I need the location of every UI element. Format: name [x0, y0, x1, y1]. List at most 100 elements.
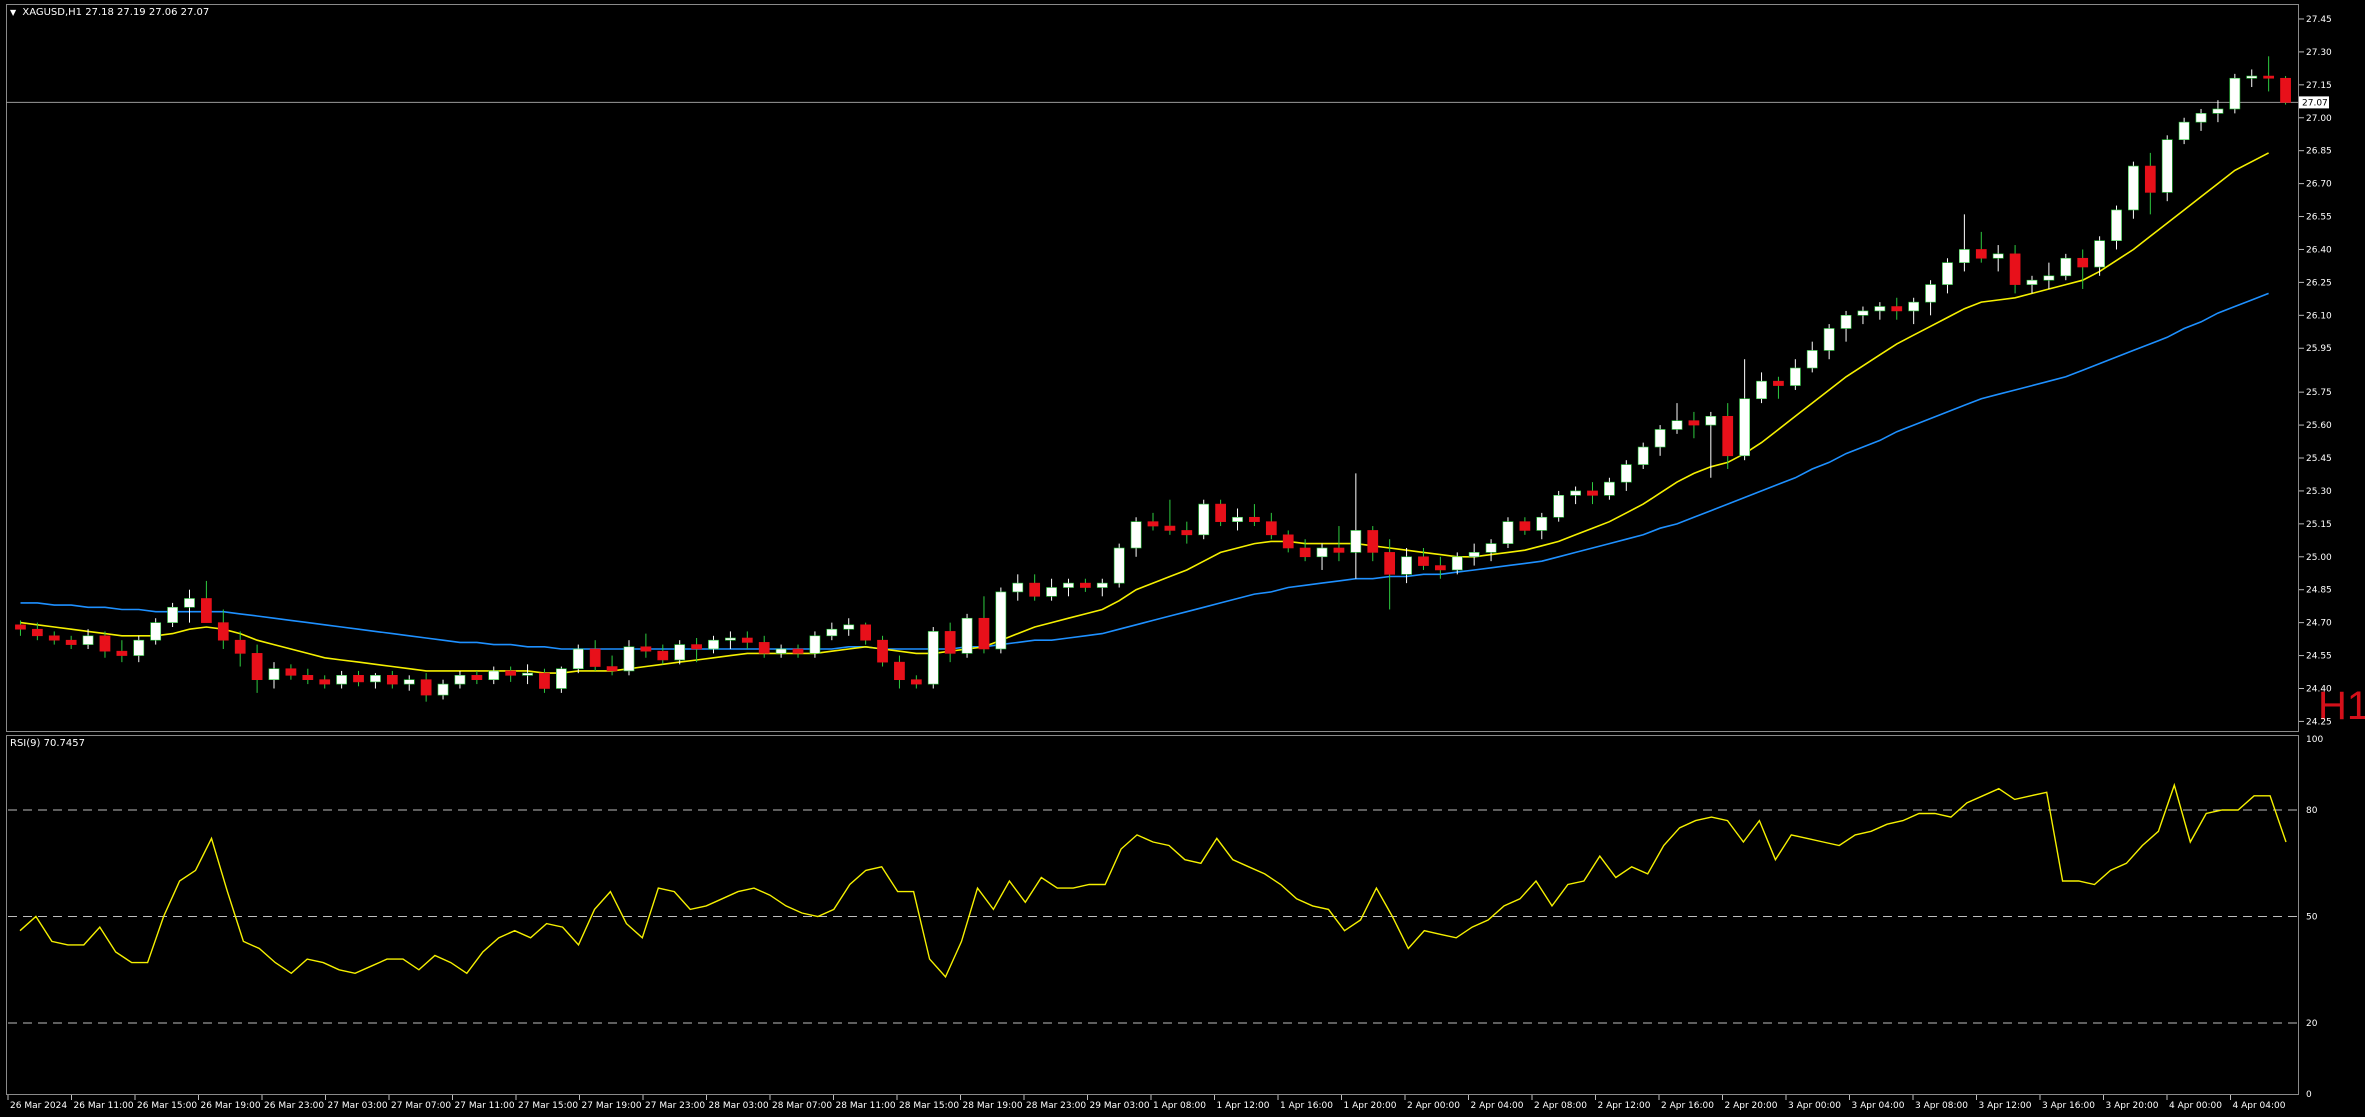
candle-body: [505, 670, 517, 676]
price-axis-label: 24.85: [2306, 586, 2332, 596]
price-axis-label: 26.10: [2306, 311, 2332, 321]
price-axis-label: 25.30: [2306, 487, 2332, 497]
candle-body: [1519, 521, 1531, 531]
candle-body: [1502, 521, 1514, 544]
candle: [1975, 231, 1987, 263]
candle: [606, 655, 618, 676]
candle: [1063, 578, 1074, 597]
candle-body: [1063, 582, 1074, 588]
price-axis-label: 27.30: [2306, 48, 2332, 58]
candle: [2060, 253, 2072, 281]
candle-body: [708, 639, 719, 650]
candle: [1908, 297, 1920, 325]
candle: [1857, 306, 1869, 325]
candle-body: [1265, 521, 1277, 536]
candle-body: [1434, 565, 1446, 571]
time-axis-label: 28 Mar 19:00: [963, 1101, 1023, 1111]
candle-body: [1756, 380, 1767, 400]
candle: [1654, 425, 1666, 456]
candle-body: [133, 639, 145, 656]
candle: [1637, 442, 1649, 469]
candle-body: [640, 646, 652, 652]
candle-body: [1722, 415, 1734, 457]
candle: [1891, 297, 1903, 320]
price-axis-label: 24.70: [2306, 619, 2332, 629]
candle: [1485, 539, 1497, 562]
candle-body: [386, 675, 398, 685]
candle-body: [1857, 310, 1869, 316]
candle: [674, 640, 686, 665]
candle: [82, 629, 94, 649]
candle-body: [944, 631, 956, 654]
candle-body: [1874, 306, 1886, 312]
candle-body: [1367, 530, 1379, 553]
candle: [623, 640, 635, 676]
candle-body: [961, 617, 973, 654]
candle: [1333, 526, 1345, 562]
candle-body: [1925, 284, 1936, 303]
candle: [1806, 341, 1818, 373]
candle: [1739, 359, 1751, 461]
candle-body: [2009, 253, 2021, 285]
candle-body: [2195, 113, 2207, 123]
candle: [285, 664, 297, 680]
candle: [1519, 517, 1531, 535]
candle-body: [1942, 262, 1953, 285]
candle-body: [1096, 582, 1108, 588]
candle: [775, 644, 787, 658]
candle-body: [843, 624, 855, 630]
candle-body: [1249, 516, 1260, 522]
candle-body: [910, 679, 922, 685]
candle-body: [927, 631, 939, 685]
price-axis-label: 26.85: [2306, 147, 2332, 157]
candle: [1299, 539, 1311, 562]
candle-body: [167, 606, 178, 623]
candle: [1215, 499, 1226, 527]
time-axis-label: 27 Mar 15:00: [518, 1101, 578, 1111]
candle-body: [2246, 75, 2258, 79]
time-axis-label: 27 Mar 07:00: [391, 1101, 451, 1111]
candle: [1553, 490, 1565, 522]
candle: [1536, 512, 1548, 540]
candle: [995, 587, 1007, 654]
candle-body: [894, 661, 905, 681]
price-axis-label: 26.55: [2306, 213, 2332, 223]
candle: [1282, 530, 1294, 553]
candle-body: [1181, 530, 1193, 536]
candle-body: [555, 668, 567, 689]
candle-body: [1891, 306, 1903, 312]
candle: [15, 620, 26, 636]
candle: [860, 622, 872, 645]
time-axis-label: 3 Apr 12:00: [1979, 1101, 2032, 1111]
candle-body: [1401, 556, 1412, 575]
candle-body: [2280, 77, 2291, 103]
price-axis-label: 25.75: [2306, 388, 2332, 398]
price-chart-pane[interactable]: ▼ XAGUSD,H1 27.18 27.19 27.06 27.07: [6, 4, 2299, 732]
candle: [471, 670, 483, 685]
candle: [2263, 56, 2275, 92]
candle: [961, 613, 973, 658]
candle: [1587, 482, 1598, 505]
current-price-label: 27.07: [2302, 98, 2328, 108]
candle-body: [1468, 552, 1480, 558]
candle: [150, 618, 162, 645]
collapse-triangle-icon[interactable]: ▼: [10, 8, 17, 17]
candle-body: [403, 679, 415, 685]
candle-body: [725, 637, 736, 641]
price-axis: 27.45 27.30 27.15 27.00 26.85 26.70 26.55 26.40…: [2299, 15, 2332, 727]
time-axis-label: 28 Mar 11:00: [836, 1101, 896, 1111]
time-axis-label: 26 Mar 15:00: [137, 1101, 197, 1111]
rsi-indicator-pane[interactable]: RSI(9) 70.7457: [6, 735, 2299, 1095]
price-axis-label: 25.45: [2306, 454, 2332, 464]
candle: [572, 644, 584, 674]
candle-body: [48, 635, 60, 641]
candle-body: [1823, 328, 1835, 351]
candle-body: [268, 668, 280, 681]
candle-body: [674, 644, 686, 661]
candle: [167, 602, 178, 628]
time-axis-label: 2 Apr 08:00: [1534, 1101, 1587, 1111]
price-axis-label: 27.00: [2306, 114, 2332, 124]
candle: [1384, 539, 1396, 610]
candle-body: [1333, 547, 1345, 553]
